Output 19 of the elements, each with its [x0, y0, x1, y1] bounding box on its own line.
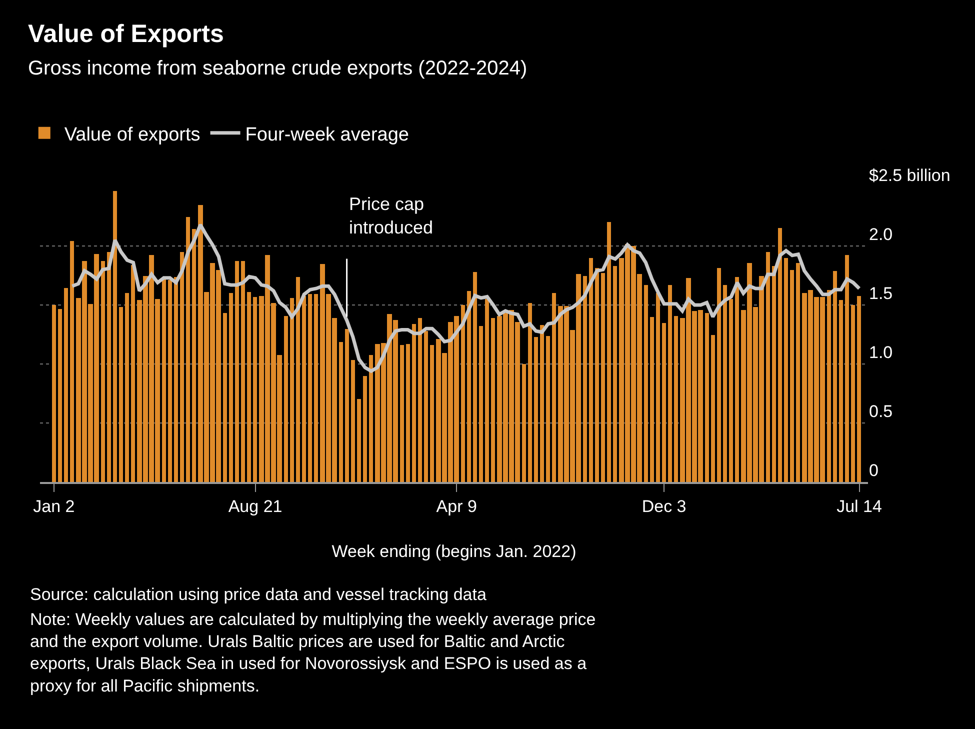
text: Note: Weekly values are calculated by multiplying the weekly average price and the export volume. Urals Baltic prices are used for Baltic and Arctic exports, Urals Black Sea in used for Novorossiysk and ESPO is used as a proxy for all Pacific shipments.: [30, 610, 596, 696]
y-tick-label: 1.5: [869, 284, 893, 304]
y-tick-label: 0.5: [869, 402, 893, 422]
legend-label: Value of exports: [64, 124, 200, 146]
y-tick-label: 2.0: [869, 225, 893, 244]
x-tick-label: Jan 2: [33, 497, 75, 516]
source-note: Source: calculation using price data and vessel tracking data: [30, 585, 487, 604]
y-tick-label: 0: [869, 461, 878, 480]
y-tick-label: 1.0: [869, 343, 893, 362]
legend-label: Four-week average: [245, 124, 409, 146]
x-axis-title: Week ending (begins Jan. 2022): [332, 542, 576, 562]
x-tick-label: Jul 14: [836, 497, 882, 516]
x-tick-label: Apr 9: [436, 497, 477, 516]
chart-title: Value of Exports: [28, 20, 224, 48]
x-tick-label: Aug 21: [228, 497, 282, 516]
x-tick-label: Dec 3: [642, 497, 686, 516]
y-tick-label: $2.5 billion: [869, 166, 950, 186]
chart-subtitle: Gross income from seaborne crude exports (2022-2024): [28, 58, 528, 80]
annotation: Price cap introduced: [349, 194, 434, 238]
